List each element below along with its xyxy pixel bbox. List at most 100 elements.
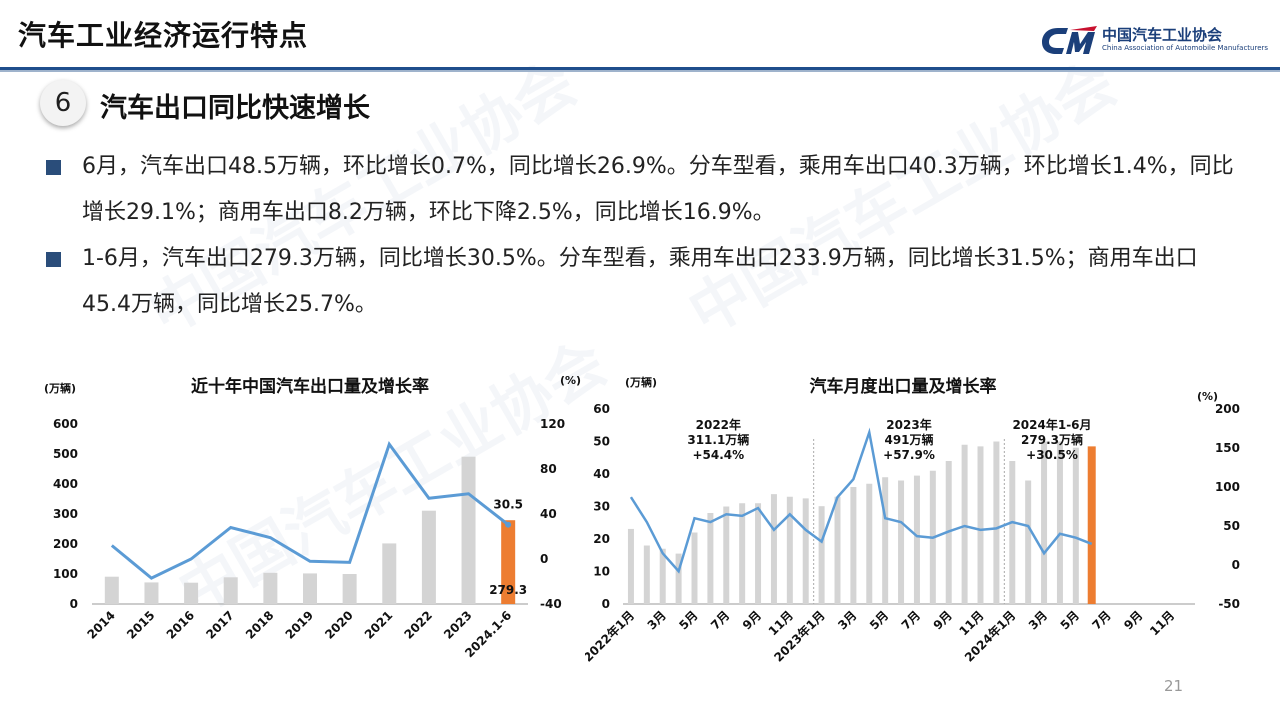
- bar: [627, 528, 634, 604]
- y2-tick-label: 80: [540, 462, 557, 476]
- x-tick-label: 9月: [1121, 608, 1145, 632]
- y-tick-label: 500: [53, 447, 78, 461]
- x-tick-label: 2022年1月: [585, 608, 637, 665]
- bullet-text: 6月，汽车出口48.5万辆，环比增长0.7%，同比增长26.9%。分车型看，乘用…: [82, 154, 1234, 225]
- y2-tick-label: 120: [540, 417, 565, 431]
- bar: [961, 444, 968, 604]
- bar: [739, 503, 746, 604]
- y-axis-unit: (万辆): [44, 381, 76, 395]
- bar: [382, 543, 397, 604]
- y-axis-unit: (万辆): [625, 375, 657, 389]
- chart-annotation: 2022年: [696, 417, 741, 432]
- y-tick-label: 300: [53, 507, 78, 521]
- bar: [993, 441, 1000, 604]
- logo-name-cn: 中国汽车工业协会: [1102, 26, 1223, 44]
- bar: [461, 456, 476, 604]
- bar: [818, 506, 825, 604]
- y2-tick-label: 150: [1215, 441, 1240, 455]
- x-tick-label: 2021: [362, 608, 396, 642]
- bar: [342, 574, 357, 604]
- y-tick-label: 0: [70, 597, 78, 611]
- x-tick-label: 7月: [1089, 608, 1113, 632]
- bar: [770, 494, 777, 604]
- bullet-text: 1-6月，汽车出口279.3万辆，同比增长30.5%。分车型看，乘用车出口233…: [82, 246, 1198, 317]
- bar: [898, 480, 905, 604]
- x-tick-label: 5月: [867, 608, 891, 632]
- x-tick-label: 2016: [164, 608, 198, 642]
- bar: [755, 503, 762, 604]
- monthly-export-chart-svg: 汽车月度出口量及增长率 (万辆) (%) 0 10 20 30 40 50 60 -50 0 50 100…: [585, 375, 1240, 665]
- y-tick-label: 10: [593, 565, 610, 579]
- x-tick-label: 11月: [1147, 608, 1177, 638]
- bar: [501, 520, 516, 604]
- bullet-item: 6月，汽车出口48.5万辆，环比增长0.7%，同比增长26.9%。分车型看，乘用…: [46, 144, 1246, 236]
- y-tick-label: 100: [53, 567, 78, 581]
- bar: [834, 496, 841, 604]
- y-tick-label: 200: [53, 537, 78, 551]
- x-tick-label: 9月: [931, 608, 955, 632]
- logo-name-en: China Association of Automobile Manufact…: [1102, 44, 1269, 52]
- bar: [707, 513, 714, 604]
- x-tick-label: 2022: [402, 608, 436, 642]
- x-tick-label: 3月: [835, 608, 859, 632]
- bar: [421, 510, 436, 604]
- bar: [184, 582, 199, 604]
- bar: [303, 573, 317, 604]
- rate-data-label: 30.5: [493, 498, 523, 512]
- y2-tick-label: -50: [1218, 597, 1240, 611]
- bullet-list: 6月，汽车出口48.5万辆，环比增长0.7%，同比增长26.9%。分车型看，乘用…: [46, 144, 1246, 328]
- bar: [659, 548, 666, 604]
- bullet-item: 1-6月，汽车出口279.3万辆，同比增长30.5%。分车型看，乘用车出口233…: [46, 236, 1246, 328]
- bar: [850, 487, 857, 604]
- y2-tick-label: 0: [540, 552, 548, 566]
- x-tick-label: 7月: [899, 608, 923, 632]
- y-tick-label: 40: [593, 467, 610, 481]
- y-tick-label: 60: [593, 402, 610, 416]
- bar: [802, 498, 809, 604]
- chart-annotation: 311.1万辆: [687, 432, 749, 447]
- header-rule: [0, 67, 1280, 70]
- caam-logo: 中国汽车工业协会 China Association of Automobile…: [1040, 22, 1270, 62]
- chart-annotation: +54.4%: [692, 448, 744, 462]
- y-tick-label: 0: [602, 597, 610, 611]
- growth-rate-line: [110, 441, 510, 580]
- x-tick-label: 9月: [740, 608, 764, 632]
- bar: [1025, 480, 1032, 604]
- y2-tick-label: 200: [1215, 402, 1240, 416]
- chart-annotation: 491万辆: [884, 432, 933, 447]
- header-rule-light: [0, 70, 1280, 72]
- chart-annotation: 279.3万辆: [1021, 432, 1083, 447]
- x-tick-label: 7月: [708, 608, 732, 632]
- section-title: 汽车出口同比快速增长: [100, 93, 370, 124]
- chart-title: 近十年中国汽车出口量及增长率: [191, 376, 429, 397]
- y2-tick-label: 0: [1232, 558, 1240, 572]
- y-tick-label: 30: [593, 500, 610, 514]
- x-tick-label: 2023: [441, 608, 475, 642]
- bar-data-label: 279.3: [489, 583, 527, 597]
- x-tick-label: 2014: [84, 608, 118, 642]
- x-tick-label: 2018: [243, 608, 277, 642]
- bar: [1009, 461, 1016, 604]
- y2-tick-label: -40: [540, 597, 562, 611]
- chart-annotation: +57.9%: [883, 448, 935, 462]
- y2-axis-unit: (%): [560, 374, 581, 387]
- chart-annotation: 2023年: [886, 417, 931, 432]
- bar: [104, 576, 119, 604]
- x-tick-label: 5月: [676, 608, 700, 632]
- x-tick-label: 2019: [283, 608, 317, 642]
- bar: [882, 477, 889, 604]
- bullet-square-icon: [46, 160, 61, 175]
- x-tick-label: 2017: [203, 608, 237, 642]
- bar: [913, 475, 920, 604]
- y-tick-label: 400: [53, 477, 78, 491]
- y-tick-label: 600: [53, 417, 78, 431]
- y2-tick-label: 100: [1215, 480, 1240, 494]
- y-tick-label: 20: [593, 532, 610, 546]
- bar: [1072, 447, 1079, 604]
- y-tick-label: 50: [593, 435, 610, 449]
- growth-rate-line: [629, 427, 1093, 574]
- section-number-badge: 6: [40, 80, 86, 126]
- y2-axis-unit: (%): [1197, 390, 1218, 403]
- bar: [223, 577, 238, 604]
- bar: [144, 582, 159, 604]
